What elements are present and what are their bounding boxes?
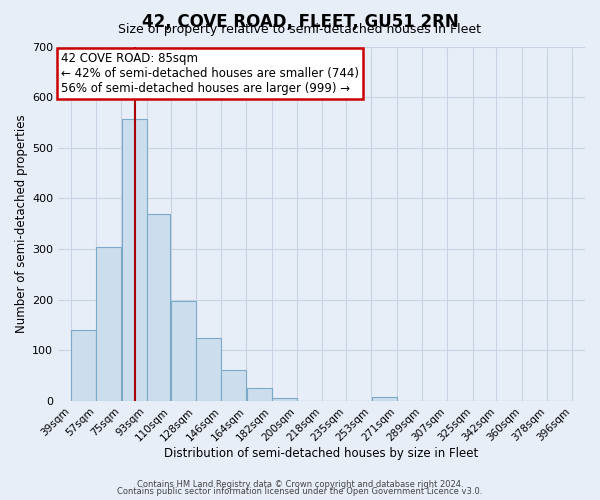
Text: 42, COVE ROAD, FLEET, GU51 2RN: 42, COVE ROAD, FLEET, GU51 2RN (142, 12, 458, 30)
Bar (247, 388, 272, 401)
Bar (371, 397, 397, 401)
Text: Contains HM Land Registry data © Crown copyright and database right 2024.: Contains HM Land Registry data © Crown c… (137, 480, 463, 489)
Bar (221, 370, 246, 401)
Bar (71, 330, 96, 401)
X-axis label: Distribution of semi-detached houses by size in Fleet: Distribution of semi-detached houses by … (164, 447, 479, 460)
Bar (196, 338, 221, 401)
Bar (122, 119, 146, 401)
Bar (170, 301, 196, 401)
Bar (272, 398, 297, 401)
Text: Size of property relative to semi-detached houses in Fleet: Size of property relative to semi-detach… (119, 22, 482, 36)
Text: 42 COVE ROAD: 85sqm
← 42% of semi-detached houses are smaller (744)
56% of semi-: 42 COVE ROAD: 85sqm ← 42% of semi-detach… (61, 52, 359, 95)
Y-axis label: Number of semi-detached properties: Number of semi-detached properties (15, 114, 28, 333)
Text: Contains public sector information licensed under the Open Government Licence v3: Contains public sector information licen… (118, 487, 482, 496)
Bar (147, 214, 170, 401)
Bar (96, 246, 121, 401)
